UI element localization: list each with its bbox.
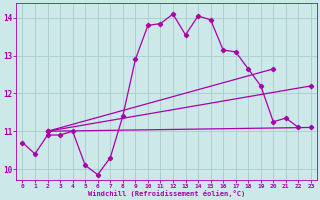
X-axis label: Windchill (Refroidissement éolien,°C): Windchill (Refroidissement éolien,°C)	[88, 190, 245, 197]
